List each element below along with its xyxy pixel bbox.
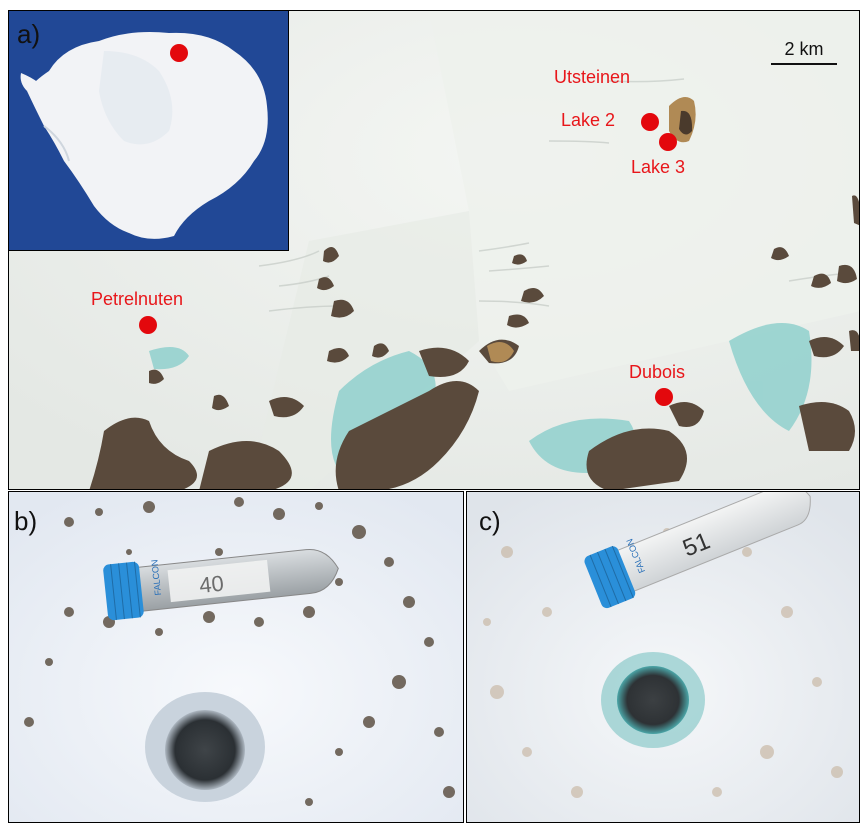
cryoconite-hole-photo-c: FALCON 51 (467, 492, 859, 822)
satellite-map (9, 11, 859, 489)
tube-brand-b: FALCON (149, 559, 163, 596)
site-label-dubois: Dubois (629, 362, 686, 382)
antarctica-continent (9, 11, 288, 250)
site-label-lake3: Lake 3 (631, 157, 686, 177)
photo-panel-b: FALCON 40 b) (8, 491, 464, 823)
site-marker-petrelnuten (139, 316, 157, 334)
site-label-lake2: Lake 2 (561, 110, 616, 130)
panel-b-label: b) (14, 506, 38, 536)
photo-panel-c: FALCON 51 c) (466, 491, 860, 823)
panel-c-label: c) (479, 506, 501, 536)
site-label-utsteinen: Utsteinen (554, 67, 631, 87)
inset-location-marker (170, 44, 188, 62)
site-marker-lake3 (659, 133, 677, 151)
cryoconite-hole-photo-b: FALCON 40 (9, 492, 463, 822)
scale-bar-label: 2 km (784, 39, 824, 59)
site-marker-lake2 (641, 113, 659, 131)
site-marker-dubois (655, 388, 673, 406)
tube-label-b: 40 (198, 571, 225, 598)
scale-bar-line (771, 63, 837, 65)
scale-bar: 2 km (771, 39, 837, 65)
map-panel: a) 2 km Utsteinen Lake 2 Lake 3 Petrelnu… (8, 10, 860, 490)
antarctica-inset-map (9, 11, 289, 251)
panel-a-label: a) (17, 19, 41, 49)
site-label-petrelnuten: Petrelnuten (91, 289, 184, 309)
